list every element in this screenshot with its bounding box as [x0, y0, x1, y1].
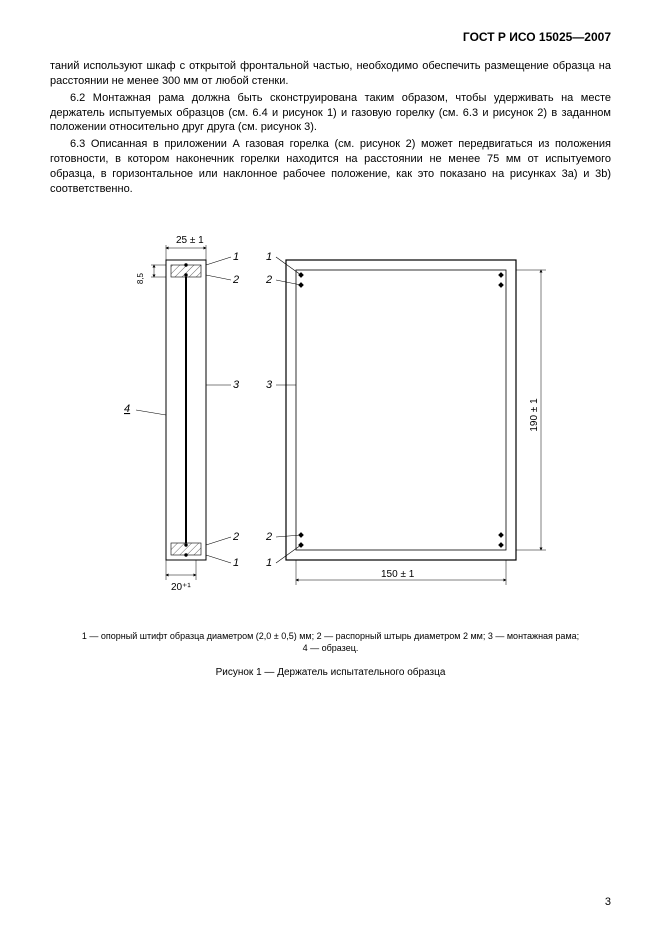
body-text-block: таний используют шкаф с открытой фронтал…: [50, 59, 611, 197]
callout-1-fv-top: 1: [266, 251, 272, 263]
figure-1: 25 ± 1 1 2 3 4: [50, 215, 611, 678]
dim-150: 150 ± 1: [381, 569, 415, 580]
figure-1-svg: 25 ± 1 1 2 3 4: [81, 215, 581, 615]
callout-1-sv-bot: 1: [233, 557, 239, 569]
figure-legend: 1 — опорный штифт образца диаметром (2,0…: [50, 630, 611, 655]
page-number: 3: [605, 896, 611, 908]
callout-2-sv-bot: 2: [232, 531, 239, 543]
dim-190: 190 ± 1: [529, 398, 540, 432]
doc-id-header: ГОСТ Р ИСО 15025—2007: [50, 30, 611, 44]
callout-1-sv-top: 1: [233, 251, 239, 263]
callout-3-sv: 3: [233, 379, 240, 391]
figure-title: Рисунок 1 — Держатель испытательного обр…: [50, 667, 611, 678]
callout-3-fv: 3: [266, 379, 273, 391]
dim-20: 20⁺¹: [171, 582, 191, 593]
figure-legend-line2: 4 — образец.: [303, 643, 359, 653]
callout-1-fv-bot: 1: [266, 557, 272, 569]
page: ГОСТ Р ИСО 15025—2007 таний используют ш…: [0, 0, 661, 936]
callout-2-fv-bot: 2: [265, 531, 272, 543]
para-6-2: 6.2 Монтажная рама должна быть сконструи…: [50, 91, 611, 136]
dim-25: 25 ± 1: [176, 235, 204, 246]
callout-2-fv-top: 2: [265, 274, 272, 286]
dim-8-5: 8,5: [136, 272, 145, 284]
callout-4-sv: 4: [124, 403, 130, 415]
callout-2-sv-top: 2: [232, 274, 239, 286]
para-6-3: 6.3 Описанная в приложении А газовая гор…: [50, 137, 611, 196]
para-continuation: таний используют шкаф с открытой фронтал…: [50, 59, 611, 89]
figure-legend-line1: 1 — опорный штифт образца диаметром (2,0…: [82, 631, 579, 641]
